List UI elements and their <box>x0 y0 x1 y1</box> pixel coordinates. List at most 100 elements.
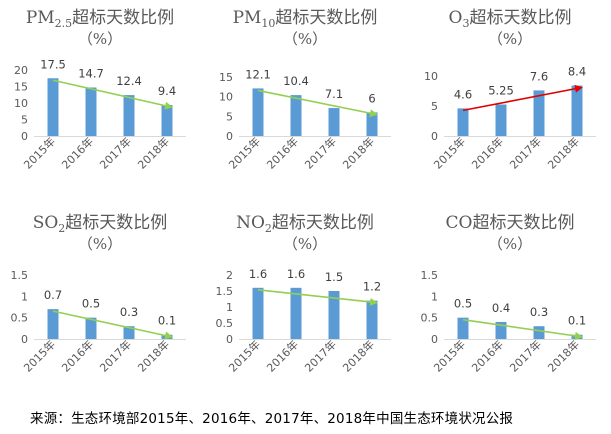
chart-unit: （%） <box>282 235 328 253</box>
y-tick-label: 5 <box>21 114 28 127</box>
y-tick-label: 1.5 <box>11 269 29 282</box>
data-label: 12.1 <box>245 67 271 81</box>
title-main: CO <box>445 213 473 233</box>
bar <box>47 78 59 136</box>
x-tick-label: 2018年 <box>545 337 582 374</box>
y-tick-label: 5 <box>226 110 233 123</box>
y-tick-label: 0 <box>21 130 28 143</box>
data-label: 7.6 <box>530 69 548 83</box>
y-tick-label: 0 <box>431 333 438 346</box>
chart-no2: NO2超标天数比例 （%） 0 0.5 1 1.5 2 1.6 2015年 1.6 2016年 1.5… <box>205 205 405 400</box>
chart-unit: （%） <box>487 235 533 253</box>
data-label: 12.4 <box>116 74 142 88</box>
title-rest: 超标天数比例 <box>275 8 378 28</box>
chart-title: NO2超标天数比例 <box>205 213 405 239</box>
bar <box>366 300 378 339</box>
y-tick-label: 0 <box>431 130 438 143</box>
title-subscript: 2 <box>58 222 66 235</box>
data-label: 1.6 <box>249 267 267 281</box>
data-label: 0.7 <box>44 288 62 302</box>
y-tick-label: 10 <box>219 91 233 104</box>
data-label: 0.5 <box>82 297 100 311</box>
x-tick-label: 2018年 <box>545 134 582 171</box>
data-label: 4.6 <box>454 87 472 101</box>
data-label: 0.3 <box>530 305 548 319</box>
y-tick-label: 1 <box>21 290 28 303</box>
x-tick-label: 2017年 <box>97 337 134 374</box>
title-main: NO <box>236 213 265 233</box>
data-label: 0.1 <box>568 314 586 328</box>
chart-title: SO2超标天数比例 <box>0 213 200 239</box>
y-tick-label: 10 <box>424 70 438 83</box>
bar <box>85 87 97 136</box>
title-main: PM <box>25 8 55 28</box>
chart-unit: （%） <box>487 30 533 48</box>
bar <box>533 90 545 136</box>
title-rest: 超标天数比例 <box>469 8 572 28</box>
bar <box>457 317 469 339</box>
y-tick-label: 0 <box>226 130 233 143</box>
data-label: 10.4 <box>283 74 309 88</box>
chart-pm10: PM10超标天数比例 （%） 0 5 10 15 12.1 2015年 10.4 2016年 7.1… <box>205 0 405 200</box>
title-main: O <box>448 8 463 28</box>
bar <box>533 326 545 339</box>
x-tick-label: 2016年 <box>469 134 506 171</box>
trend-arrow <box>462 318 583 340</box>
x-tick-label: 2018年 <box>135 337 172 374</box>
x-tick-label: 2016年 <box>264 337 301 374</box>
data-label: 1.6 <box>287 267 305 281</box>
chart-title: O3超标天数比例 <box>410 8 610 34</box>
y-tick-label: 1.5 <box>421 269 439 282</box>
bar <box>123 326 135 339</box>
y-tick-label: 20 <box>14 64 28 77</box>
x-tick-label: 2017年 <box>97 134 134 171</box>
y-tick-label: 1 <box>431 290 438 303</box>
y-tick-label: 2 <box>226 269 233 282</box>
data-label: 0.4 <box>492 301 510 315</box>
trend-arrow <box>52 79 173 110</box>
title-rest: 超标天数比例 <box>271 213 374 233</box>
bar <box>252 287 264 339</box>
title-rest: 超标天数比例 <box>65 213 168 233</box>
data-label: 14.7 <box>78 66 104 80</box>
x-tick-label: 2018年 <box>340 134 377 171</box>
x-tick-label: 2016年 <box>264 134 301 171</box>
data-label: 0.5 <box>454 297 472 311</box>
bar <box>495 104 507 136</box>
x-tick-label: 2017年 <box>507 337 544 374</box>
x-tick-label: 2016年 <box>59 134 96 171</box>
y-tick-label: 0.5 <box>421 312 439 325</box>
y-tick-label: 1.5 <box>216 285 234 298</box>
title-main: PM <box>232 8 262 28</box>
title-main: SO <box>32 213 59 233</box>
y-tick-label: 15 <box>14 81 28 94</box>
x-tick-label: 2016年 <box>59 337 96 374</box>
bar <box>571 85 583 136</box>
bar <box>290 95 302 136</box>
title-rest: 超标天数比例 <box>472 213 575 233</box>
trend-arrow <box>52 310 173 340</box>
bar <box>328 291 340 339</box>
bar <box>457 108 469 136</box>
data-label: 1.5 <box>325 270 343 284</box>
data-label: 8.4 <box>568 65 586 79</box>
x-tick-label: 2017年 <box>507 134 544 171</box>
y-tick-label: 5 <box>431 100 438 113</box>
title-rest: 超标天数比例 <box>72 8 175 28</box>
chart-unit: （%） <box>77 235 123 253</box>
x-tick-label: 2017年 <box>302 134 339 171</box>
title-subscript: 2.5 <box>54 17 73 30</box>
title-subscript: 2 <box>264 222 272 235</box>
bar <box>47 309 59 339</box>
y-tick-label: 0.5 <box>216 317 234 330</box>
bar <box>366 112 378 136</box>
trend-arrow <box>257 289 378 306</box>
data-label: 9.4 <box>158 84 176 98</box>
x-tick-label: 2016年 <box>469 337 506 374</box>
x-tick-label: 2018年 <box>135 134 172 171</box>
